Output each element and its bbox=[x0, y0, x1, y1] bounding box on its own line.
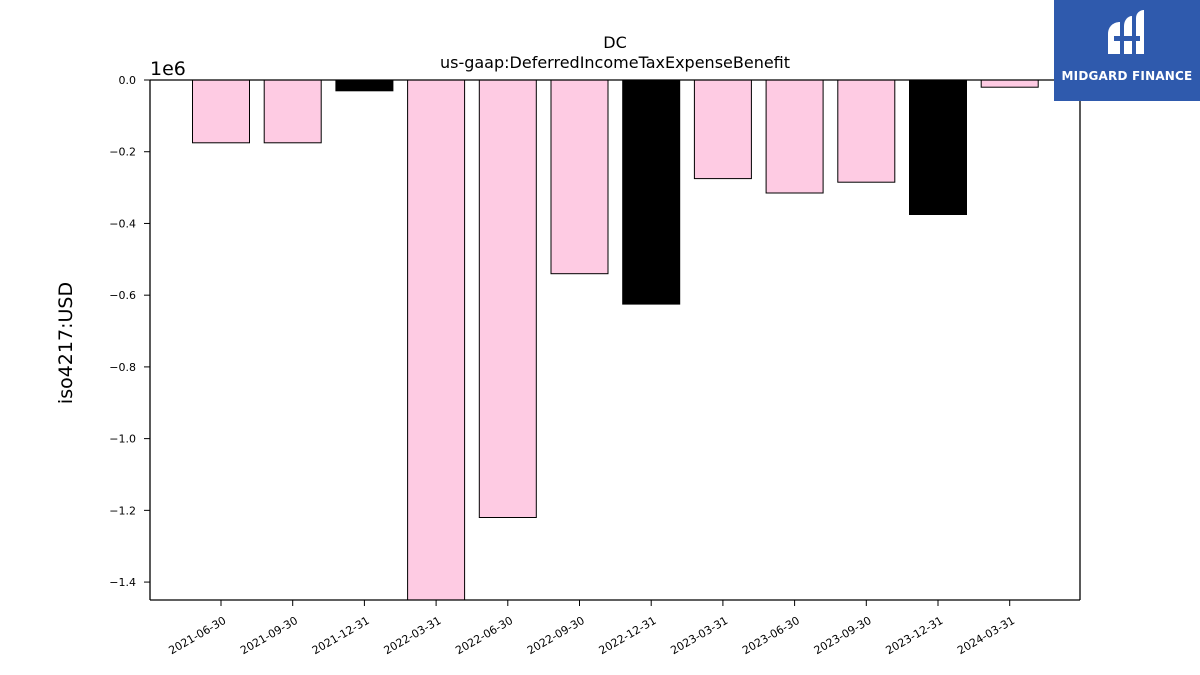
bar-2021-06-30 bbox=[192, 79, 250, 144]
x-tick-label: 2022-12-31 bbox=[597, 614, 659, 657]
x-tick-label: 2021-12-31 bbox=[310, 614, 372, 657]
bar-2021-09-30 bbox=[263, 79, 322, 144]
brand-name: MIDGARD FINANCE bbox=[1061, 69, 1193, 83]
y-ticks-group: 0.0 −0.2 −0.4 −0.6 −0.8 −1.0 −1.2 −1.4 bbox=[109, 74, 150, 589]
y-tick-label: −1.4 bbox=[109, 576, 136, 589]
y-tick-label: 0.0 bbox=[119, 74, 137, 87]
axes-spines bbox=[149, 79, 1081, 601]
brand-mark-icon bbox=[1108, 10, 1144, 54]
bar-2023-12-31 bbox=[909, 79, 967, 215]
bar-2023-03-31 bbox=[693, 79, 752, 180]
x-tick-label: 2021-09-30 bbox=[238, 614, 300, 657]
bar-2022-06-30 bbox=[478, 79, 537, 518]
bar-2022-03-31 bbox=[407, 79, 466, 601]
y-tick-label: −0.8 bbox=[109, 361, 136, 374]
y-tick-label: −0.2 bbox=[109, 146, 136, 159]
bar-2021-12-31 bbox=[335, 79, 394, 92]
x-tick-label: 2023-12-31 bbox=[883, 614, 945, 657]
bar-2022-12-31 bbox=[622, 79, 681, 305]
x-tick-label: 2024-03-31 bbox=[955, 614, 1017, 657]
y-tick-label: −0.4 bbox=[109, 217, 136, 230]
y-scale-label: 1e6 bbox=[150, 58, 186, 80]
bar-2023-09-30 bbox=[837, 79, 896, 183]
x-tick-label: 2022-06-30 bbox=[453, 614, 515, 657]
x-ticks-group: 2021-06-30 2021-09-30 2021-12-31 2022-03-31… bbox=[166, 600, 1017, 657]
x-tick-label: 2023-03-31 bbox=[668, 614, 730, 657]
y-tick-label: −1.0 bbox=[109, 433, 136, 446]
x-tick-label: 2022-09-30 bbox=[525, 614, 587, 657]
y-tick-label: −1.2 bbox=[109, 504, 136, 517]
y-axis-label: iso4217:USD bbox=[55, 282, 77, 404]
bar-2024-03-31 bbox=[980, 79, 1039, 88]
brand-logo: MIDGARD FINANCE bbox=[1054, 0, 1200, 101]
x-tick-label: 2021-06-30 bbox=[166, 614, 228, 657]
x-tick-label: 2022-03-31 bbox=[382, 614, 444, 657]
y-tick-label: −0.6 bbox=[109, 289, 136, 302]
chart-subtitle: us-gaap:DeferredIncomeTaxExpenseBenefit bbox=[440, 53, 790, 72]
x-tick-label: 2023-06-30 bbox=[740, 614, 802, 657]
chart-title: DC bbox=[603, 33, 627, 52]
bars-group bbox=[192, 79, 1039, 601]
x-tick-label: 2023-09-30 bbox=[812, 614, 874, 657]
bar-2022-09-30 bbox=[550, 79, 609, 275]
bar-2023-06-30 bbox=[765, 79, 824, 194]
